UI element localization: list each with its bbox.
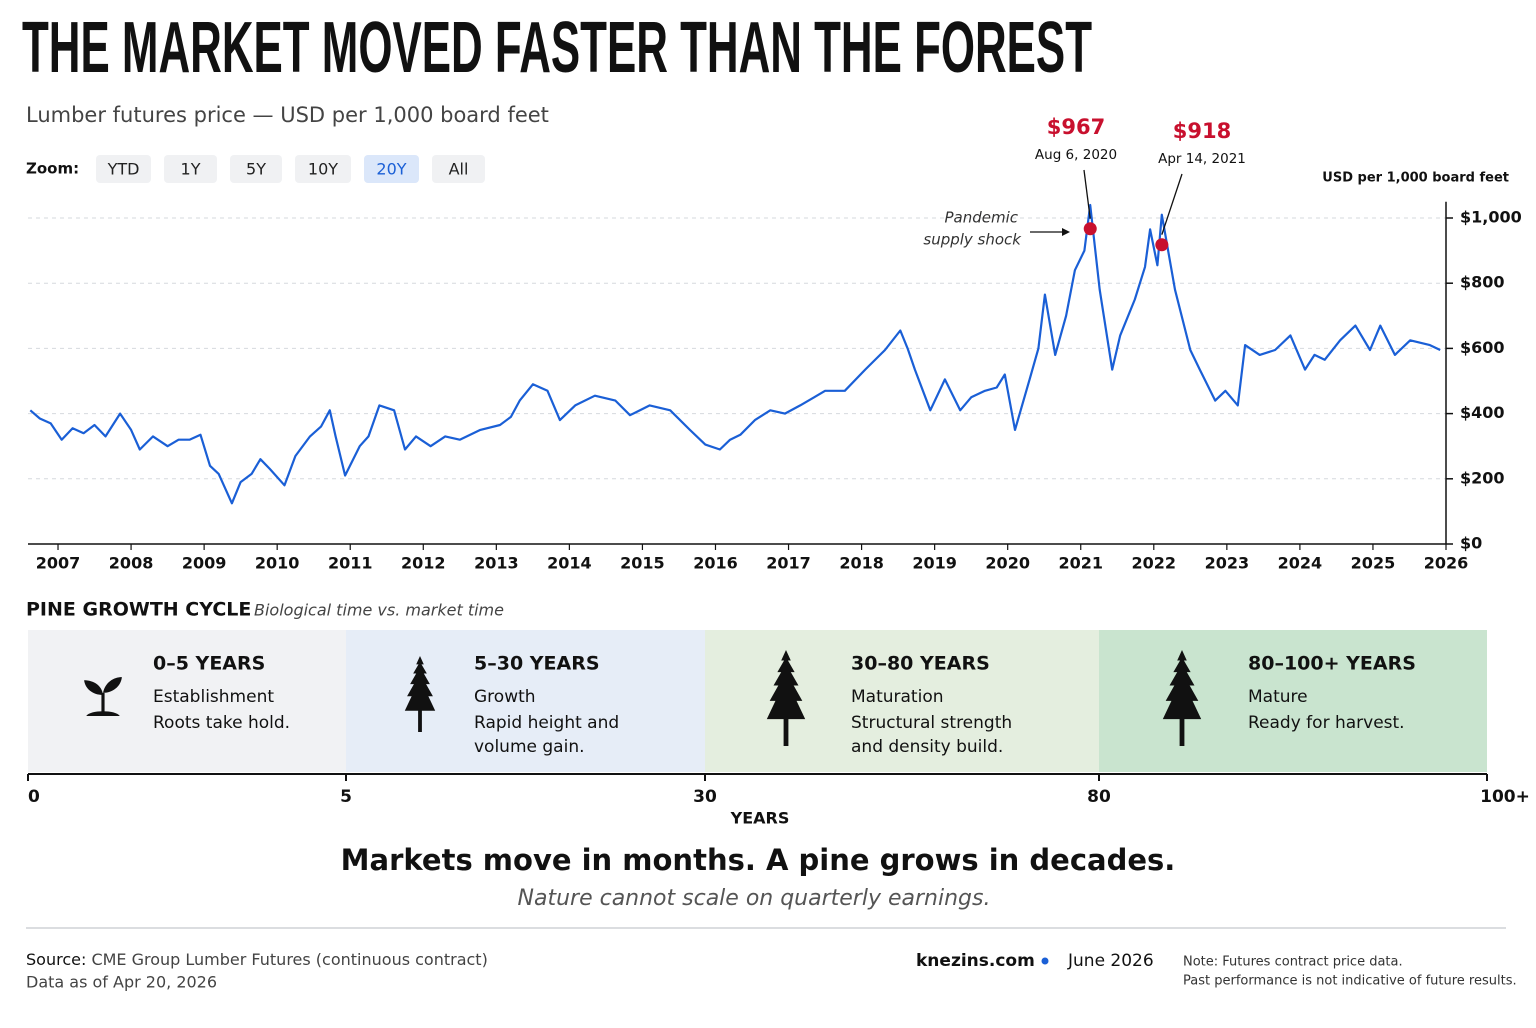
peak-date: Apr 14, 2021 <box>1158 151 1246 167</box>
x-tick-label: 2020 <box>985 554 1030 573</box>
x-tick-label: 2007 <box>36 554 81 573</box>
timeline-tick-label: 30 <box>693 787 717 807</box>
stage-text: and density build. <box>851 737 1003 757</box>
stage-range: 5–30 YEARS <box>474 653 600 675</box>
peak-marker <box>1083 222 1097 236</box>
zoom-button[interactable] <box>295 155 351 183</box>
timeline-tick-label: 0 <box>28 787 40 807</box>
x-tick-label: 2009 <box>182 554 227 573</box>
x-tick-label: 2025 <box>1351 554 1396 573</box>
source-label: Source: <box>26 950 86 969</box>
site: knezins.com <box>916 951 1035 971</box>
callout: supply shock <box>923 231 1022 249</box>
source-text: CME Group Lumber Futures (continuous con… <box>91 950 487 969</box>
timeline-tick-label: 80 <box>1087 787 1111 807</box>
x-tick-label: 2010 <box>255 554 300 573</box>
stage-text: Ready for harvest. <box>1248 713 1405 733</box>
timeline-label: YEARS <box>730 809 790 828</box>
x-tick-label: 2015 <box>620 554 665 573</box>
stage-text: Structural strength <box>851 713 1012 733</box>
note: Note: Futures contract price data. <box>1183 955 1403 970</box>
zoom-button[interactable] <box>164 155 217 183</box>
separator-dot <box>1041 957 1049 965</box>
leader-line <box>1161 173 1183 235</box>
zoom-button-label[interactable]: 5Y <box>246 160 266 179</box>
stage-text: Establishment <box>153 687 274 707</box>
stage-panel <box>1099 630 1487 772</box>
y-tick-label: $800 <box>1460 273 1505 292</box>
y-tick-label: $400 <box>1460 403 1505 422</box>
price-chart: $0 $200 $400 $600 $800 $1,000 USD per 1,000 bo… <box>28 115 1522 573</box>
x-tick-label: 2019 <box>912 554 957 573</box>
stage-panel <box>705 630 1099 772</box>
x-tick-label: 2024 <box>1278 554 1323 573</box>
title: THE MARKET MOVED FASTER THAN THE FOREST <box>22 8 1092 88</box>
tagline: Markets move in months. A pine grows in … <box>341 843 1176 877</box>
peak-value: $967 <box>1047 115 1105 139</box>
zoom-label: Zoom: <box>26 160 79 178</box>
timeline-tick-label: 100+ <box>1480 787 1530 807</box>
y-tick-label: $0 <box>1460 534 1482 553</box>
zoom-button[interactable] <box>96 155 151 183</box>
x-tick-label: 2016 <box>693 554 738 573</box>
x-tick-label: 2008 <box>109 554 154 573</box>
growth-cycle: 0–5 YEARS Establishment Roots take hold. 5–… <box>27 653 1530 807</box>
x-tick-label: 2011 <box>328 554 373 573</box>
price-line <box>29 203 1441 505</box>
x-tick-label: 2013 <box>474 554 519 573</box>
timeline-tick-label: 5 <box>340 787 352 807</box>
source: Source: CME Group Lumber Futures (contin… <box>26 950 488 969</box>
x-tick-label: 2012 <box>401 554 446 573</box>
callout-arrowhead <box>1062 228 1070 236</box>
x-tick-label: 2022 <box>1132 554 1177 573</box>
y-tick-label: $1,000 <box>1460 208 1522 227</box>
stage-panel <box>346 630 705 772</box>
zoom-button-label[interactable]: 20Y <box>376 160 406 179</box>
peak-date: Aug 6, 2020 <box>1035 147 1117 163</box>
x-tick-label: 2014 <box>547 554 592 573</box>
stage-text: Mature <box>1248 687 1308 707</box>
y-tick-label: $600 <box>1460 338 1505 357</box>
peak-marker <box>1155 238 1169 252</box>
x-tick-label: 2018 <box>839 554 884 573</box>
x-tick-label: 2023 <box>1205 554 1250 573</box>
stage-text: Rapid height and <box>474 713 619 733</box>
growth-title: PINE GROWTH CYCLE <box>26 599 251 621</box>
x-tick-label: 2021 <box>1058 554 1103 573</box>
stage-text: Roots take hold. <box>153 713 290 733</box>
note: Past performance is not indicative of fu… <box>1183 974 1517 989</box>
stage-range: 30–80 YEARS <box>851 653 990 675</box>
x-tick-label: 2017 <box>766 554 811 573</box>
zoom-button[interactable] <box>364 155 419 183</box>
zoom-button[interactable] <box>230 155 282 183</box>
date: June 2026 <box>1067 951 1154 971</box>
zoom-button-label[interactable]: YTD <box>107 160 140 179</box>
zoom-buttons: YTD 1Y 5Y 10Y 20Y All <box>96 155 485 183</box>
y-tick-label: $200 <box>1460 468 1505 487</box>
growth-subtitle: Biological time vs. market time <box>254 601 504 620</box>
stage-text: Maturation <box>851 687 944 707</box>
stage-text: volume gain. <box>474 737 585 757</box>
stage-range: 80–100+ YEARS <box>1248 653 1416 675</box>
stage-panel <box>28 630 346 772</box>
leader-line <box>1083 169 1091 219</box>
zoom-button-label[interactable]: 1Y <box>181 160 201 179</box>
subtitle: Lumber futures price — USD per 1,000 boa… <box>26 103 549 127</box>
x-tick-label: 2026 <box>1424 554 1469 573</box>
zoom-button-label[interactable]: 10Y <box>308 160 338 179</box>
y-axis-label: USD per 1,000 board feet <box>1322 171 1509 186</box>
peak-value: $918 <box>1173 119 1231 143</box>
stage-text: Growth <box>474 687 536 707</box>
zoom-button-label[interactable]: All <box>449 160 469 179</box>
as-of: Data as of Apr 20, 2026 <box>26 973 217 992</box>
zoom-button[interactable] <box>432 155 485 183</box>
stage-range: 0–5 YEARS <box>153 653 265 675</box>
callout: Pandemic <box>944 209 1018 227</box>
subline: Nature cannot scale on quarterly earning… <box>518 886 991 911</box>
